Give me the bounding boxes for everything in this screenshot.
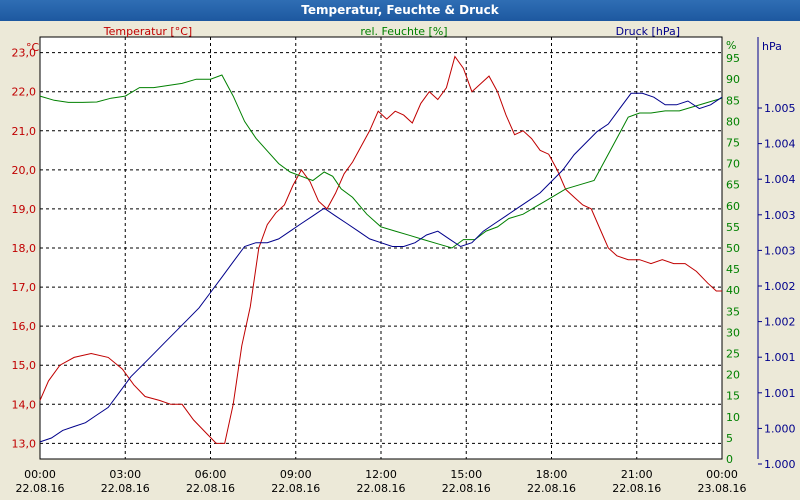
temperature-tick-label: 23,0 (12, 47, 37, 60)
series-group (39, 55, 723, 444)
temperature-axis: 13,0 14,0 15,0 16,0 17,0 18,0 19,0 20,0 21,0 22,0… (12, 47, 37, 451)
plot-border (39, 36, 723, 460)
time-tick-label: 03:00 (109, 468, 141, 481)
pressure-tick-label: 1.000 (764, 422, 796, 435)
pressure-axis-label: Druck [hPa] (616, 25, 680, 38)
humidity-tick-label: 90 (726, 73, 740, 86)
temperature-tick-label: 22,0 (12, 86, 37, 99)
pressure-tick-label: 1.003 (764, 209, 796, 222)
humidity-series-line (39, 74, 723, 249)
date-tick-label: 23.08.16 (698, 482, 747, 495)
pressure-unit: hPa (762, 40, 782, 53)
humidity-tick-label: 95 (726, 52, 740, 65)
time-tick-label: 00:00 (24, 468, 56, 481)
time-tick-label: 06:00 (195, 468, 227, 481)
window-title: Temperatur, Feuchte & Druck (0, 0, 800, 21)
temperature-tick-label: 16,0 (12, 320, 37, 333)
pressure-tick-label: 1.002 (764, 316, 796, 329)
humidity-axis-label: rel. Feuchte [%] (360, 25, 447, 38)
humidity-tick-label: 30 (726, 326, 740, 339)
pressure-tick-label: 1.004 (764, 138, 796, 151)
humidity-tick-label: 60 (726, 200, 740, 213)
temperature-tick-label: 18,0 (12, 242, 37, 255)
temperature-tick-label: 21,0 (12, 125, 37, 138)
temperature-tick-label: 19,0 (12, 203, 37, 216)
humidity-tick-label: 40 (726, 284, 740, 297)
temperature-unit: °C (26, 41, 40, 54)
time-tick-label: 12:00 (365, 468, 397, 481)
date-tick-label: 22.08.16 (186, 482, 235, 495)
humidity-tick-label: 0 (726, 453, 733, 466)
date-tick-label: 22.08.16 (612, 482, 661, 495)
time-tick-label: 21:00 (621, 468, 653, 481)
humidity-tick-label: 50 (726, 242, 740, 255)
humidity-tick-label: 85 (726, 94, 740, 107)
temperature-tick-label: 14,0 (12, 398, 37, 411)
humidity-tick-label: 35 (726, 305, 740, 318)
time-axis: 00:0022.08.1603:0022.08.1606:0022.08.160… (16, 468, 747, 495)
pressure-tick-label: 1.000 (764, 458, 796, 471)
temperature-tick-label: 15,0 (12, 359, 37, 372)
temperature-axis-label: Temperatur [°C] (103, 25, 192, 38)
pressure-tick-label: 1.001 (764, 387, 796, 400)
pressure-tick-label: 1.001 (764, 351, 796, 364)
humidity-unit: % (726, 39, 736, 52)
pressure-tick-label: 1.003 (764, 244, 796, 257)
time-tick-label: 00:00 (706, 468, 738, 481)
date-tick-label: 22.08.16 (527, 482, 576, 495)
pressure-tick-label: 1.004 (764, 173, 796, 186)
time-tick-label: 18:00 (536, 468, 568, 481)
pressure-axis: 1.005 1.004 1.004 1.003 1.003 1.002 1.002 1.001… (757, 37, 796, 471)
humidity-tick-label: 55 (726, 221, 740, 234)
humidity-tick-label: 25 (726, 348, 740, 361)
humidity-tick-label: 80 (726, 115, 740, 128)
humidity-tick-label: 70 (726, 158, 740, 171)
date-tick-label: 22.08.16 (442, 482, 491, 495)
humidity-tick-label: 45 (726, 263, 740, 276)
pressure-tick-label: 1.002 (764, 280, 796, 293)
temperature-tick-label: 13,0 (12, 437, 37, 450)
pressure-series-line (39, 92, 723, 443)
humidity-tick-label: 5 (726, 432, 733, 445)
pressure-tick-label: 1.005 (764, 102, 796, 115)
grid (40, 37, 722, 459)
time-tick-label: 15:00 (450, 468, 482, 481)
humidity-axis: 0 5 10 15 20 25 30 35 40 45 50 55 60 65 70 75 80 85 90 95 (726, 52, 740, 466)
humidity-tick-label: 15 (726, 390, 740, 403)
date-tick-label: 22.08.16 (101, 482, 150, 495)
humidity-tick-label: 75 (726, 137, 740, 150)
time-tick-label: 09:00 (280, 468, 312, 481)
date-tick-label: 22.08.16 (357, 482, 406, 495)
chart: 13,0 14,0 15,0 16,0 17,0 18,0 19,0 20,0 21,0 22,0… (0, 21, 800, 500)
temperature-series-line (39, 55, 722, 444)
humidity-tick-label: 10 (726, 411, 740, 424)
date-tick-label: 22.08.16 (16, 482, 65, 495)
date-tick-label: 22.08.16 (271, 482, 320, 495)
temperature-tick-label: 20,0 (12, 164, 37, 177)
temperature-tick-label: 17,0 (12, 281, 37, 294)
humidity-tick-label: 65 (726, 179, 740, 192)
humidity-tick-label: 20 (726, 369, 740, 382)
